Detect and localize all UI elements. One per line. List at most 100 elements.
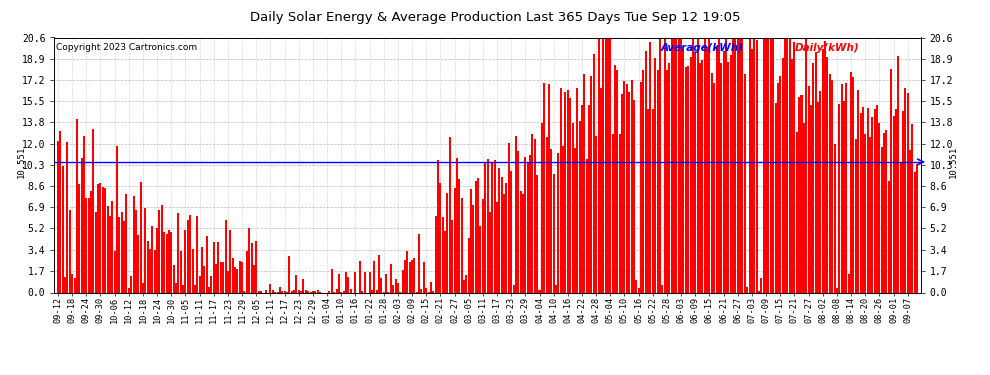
Bar (281, 291, 283, 292)
Bar (147, 241, 148, 292)
Bar (90, 191, 92, 292)
Bar (878, 123, 880, 292)
Bar (900, 162, 902, 292)
Bar (636, 280, 638, 292)
Bar (525, 157, 527, 292)
Bar (902, 111, 904, 292)
Bar (130, 276, 132, 292)
Bar (567, 90, 569, 292)
Bar (99, 183, 102, 292)
Bar (697, 26, 699, 292)
Bar (305, 290, 307, 292)
Bar (314, 291, 316, 292)
Bar (303, 279, 305, 292)
Bar (411, 260, 413, 292)
Bar (465, 275, 467, 292)
Bar (255, 241, 257, 292)
Bar (73, 278, 75, 292)
Bar (675, 38, 677, 292)
Bar (659, 39, 661, 292)
Bar (187, 220, 189, 292)
Bar (194, 285, 196, 292)
Bar (631, 80, 633, 292)
Bar (728, 63, 730, 292)
Bar (272, 290, 274, 292)
Bar (893, 116, 895, 292)
Bar (213, 243, 215, 292)
Bar (76, 119, 78, 292)
Bar (760, 278, 762, 292)
Bar (617, 70, 619, 292)
Bar (208, 287, 210, 292)
Bar (402, 270, 404, 292)
Bar (600, 88, 602, 292)
Bar (532, 134, 534, 292)
Bar (430, 282, 432, 292)
Bar (244, 291, 246, 292)
Bar (418, 234, 420, 292)
Bar (774, 104, 776, 292)
Bar (442, 217, 444, 292)
Bar (590, 76, 592, 292)
Bar (576, 88, 578, 292)
Bar (109, 216, 111, 292)
Bar (881, 147, 883, 292)
Bar (149, 249, 151, 292)
Bar (746, 286, 748, 292)
Bar (182, 285, 184, 292)
Bar (644, 51, 646, 292)
Bar (755, 40, 757, 292)
Bar (135, 210, 137, 292)
Bar (586, 159, 588, 292)
Bar (246, 251, 248, 292)
Bar (414, 258, 416, 292)
Bar (359, 261, 361, 292)
Bar (743, 74, 745, 292)
Bar (735, 26, 737, 292)
Bar (706, 47, 708, 292)
Bar (288, 256, 290, 292)
Bar (479, 226, 481, 292)
Bar (673, 26, 675, 292)
Bar (211, 276, 213, 292)
Bar (515, 136, 517, 292)
Bar (808, 86, 810, 292)
Bar (343, 291, 345, 292)
Bar (123, 221, 125, 292)
Bar (803, 123, 805, 292)
Bar (793, 42, 795, 292)
Bar (832, 80, 834, 292)
Bar (501, 177, 503, 292)
Bar (614, 64, 616, 292)
Bar (199, 276, 201, 292)
Bar (237, 269, 239, 292)
Bar (180, 251, 182, 292)
Bar (421, 289, 423, 292)
Bar (156, 228, 158, 292)
Bar (786, 27, 788, 292)
Bar (252, 266, 254, 292)
Bar (375, 290, 377, 292)
Bar (319, 291, 321, 292)
Bar (678, 26, 680, 292)
Bar (165, 234, 167, 292)
Bar (160, 205, 162, 292)
Bar (85, 198, 87, 292)
Bar (467, 238, 469, 292)
Bar (107, 206, 109, 292)
Bar (361, 291, 363, 292)
Bar (158, 210, 160, 292)
Bar (232, 258, 234, 292)
Bar (569, 99, 571, 292)
Bar (520, 190, 522, 292)
Bar (762, 26, 764, 292)
Bar (196, 216, 198, 292)
Bar (458, 179, 460, 292)
Bar (890, 69, 892, 292)
Bar (279, 287, 281, 292)
Bar (574, 148, 576, 292)
Bar (539, 290, 541, 292)
Bar (810, 105, 812, 292)
Bar (59, 130, 61, 292)
Bar (80, 158, 82, 292)
